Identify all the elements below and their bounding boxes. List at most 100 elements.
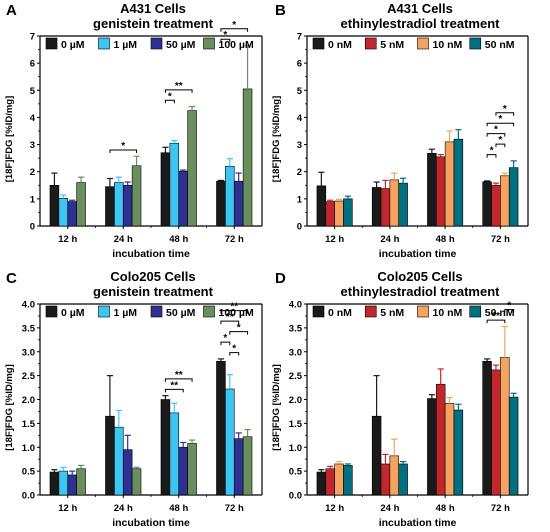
bar <box>453 409 464 496</box>
legend-label: 0 nM <box>328 307 352 319</box>
significance-label: * <box>237 323 241 334</box>
y-tick-label: 0 <box>30 222 35 233</box>
bar <box>316 471 327 496</box>
significance-bracket <box>486 319 506 324</box>
chart-subtitle: genistein treatment <box>93 284 214 299</box>
y-axis-label: [18F]FDG [%ID/mg] <box>271 96 282 183</box>
bar <box>105 415 115 496</box>
y-tick-label: 1 <box>297 194 303 205</box>
bar <box>389 179 400 227</box>
x-tick-label: 72 h <box>491 234 510 245</box>
y-tick-label: 3.5 <box>289 323 303 334</box>
legend-label: 1 µM <box>114 307 138 319</box>
legend-label: 50 nM <box>485 39 515 51</box>
y-tick-label: 6 <box>297 59 302 70</box>
significance-bracket <box>486 122 515 127</box>
bar <box>233 438 244 496</box>
significance-label: ** <box>175 370 183 381</box>
bar <box>114 182 124 227</box>
bar <box>491 369 501 496</box>
y-tick-label: 1.0 <box>22 443 35 454</box>
bar <box>453 138 464 227</box>
bar <box>187 110 197 227</box>
legend-swatch <box>364 37 377 50</box>
significance-bracket <box>486 133 506 137</box>
x-tick-label: 72 h <box>491 503 510 514</box>
y-tick-label: 4 <box>297 113 303 124</box>
bar <box>343 198 353 227</box>
legend-swatch <box>98 305 110 318</box>
significance-label: ** <box>230 302 238 313</box>
bar <box>380 463 391 496</box>
x-tick-label: 72 h <box>225 503 244 514</box>
y-tick-label: 0.5 <box>22 467 36 478</box>
significance-label: * <box>232 344 236 355</box>
bar <box>380 188 391 227</box>
bar <box>242 88 253 227</box>
bar <box>122 184 133 227</box>
panel-letter: D <box>275 270 286 287</box>
y-tick-label: 2.5 <box>22 371 36 382</box>
y-tick-label: 5 <box>30 86 36 97</box>
y-tick-label: 3 <box>297 140 302 151</box>
x-tick-label: 72 h <box>225 234 244 245</box>
legend-swatch <box>469 305 482 318</box>
bar <box>398 182 408 227</box>
significance-bracket <box>164 89 193 93</box>
y-tick-label: 1.5 <box>289 419 303 430</box>
legend-label: 0 µM <box>61 39 85 51</box>
x-axis-label: incubation time <box>379 517 457 529</box>
panel-letter: B <box>275 2 286 19</box>
significance-label: ** <box>175 81 183 92</box>
y-tick-label: 2.0 <box>289 395 302 406</box>
x-tick-label: 48 h <box>436 234 455 245</box>
bar <box>398 463 408 496</box>
bar <box>178 446 188 496</box>
significance-bracket <box>229 331 249 335</box>
bar <box>508 396 519 496</box>
significance-label: * <box>494 125 498 136</box>
bar <box>491 184 501 227</box>
bar <box>49 471 60 496</box>
x-tick-label: 48 h <box>169 503 188 514</box>
bar <box>316 185 327 227</box>
y-tick-label: 2.0 <box>22 395 35 406</box>
bar <box>435 156 446 227</box>
x-tick-label: 12 h <box>58 503 77 514</box>
bar <box>178 170 188 227</box>
x-tick-label: 12 h <box>58 234 77 245</box>
bar <box>169 412 180 496</box>
bar <box>242 436 253 496</box>
y-axis-label: [18F]FDG [%ID/mg] <box>4 96 15 183</box>
panel-letter: C <box>6 270 17 287</box>
bar <box>233 180 244 227</box>
legend-label: 50 µM <box>166 307 196 319</box>
significance-label: * <box>121 141 125 152</box>
significance-bracket <box>164 99 175 104</box>
legend-label: 100 µM <box>219 307 254 319</box>
bar <box>114 426 124 496</box>
chart-title: A431 Cells <box>387 1 453 16</box>
significance-label: * <box>498 135 502 146</box>
bar <box>427 398 437 496</box>
x-tick-label: 24 h <box>114 503 133 514</box>
x-axis-label: incubation time <box>379 248 457 260</box>
y-axis-label: [18F]FDG [%ID/mg] <box>271 364 282 451</box>
bar <box>67 201 77 227</box>
y-tick-label: 4.0 <box>289 300 302 311</box>
chart-title: Colo205 Cells <box>377 269 462 284</box>
y-tick-label: 1 <box>30 194 36 205</box>
panel-letter: A <box>6 2 17 19</box>
bar <box>160 399 171 496</box>
bar <box>389 455 400 496</box>
bar <box>482 181 492 227</box>
significance-bracket <box>495 143 506 148</box>
bar <box>482 360 492 496</box>
significance-label: * <box>498 114 502 125</box>
legend-label: 100 µM <box>219 39 254 51</box>
legend-swatch <box>150 305 163 318</box>
y-tick-label: 4.0 <box>22 300 35 311</box>
